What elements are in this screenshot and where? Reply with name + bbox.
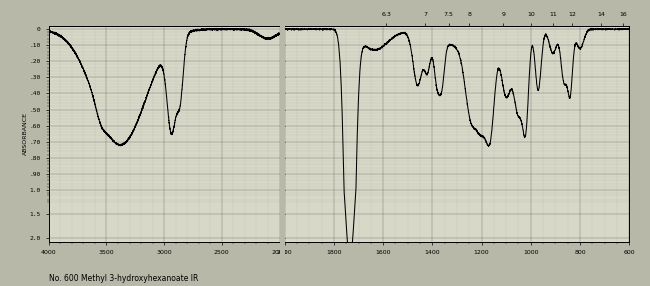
Text: No. 600 Methyl 3-hydroxyhexanoate IR: No. 600 Methyl 3-hydroxyhexanoate IR bbox=[49, 274, 198, 283]
Y-axis label: ABSORBANCE: ABSORBANCE bbox=[23, 112, 28, 155]
